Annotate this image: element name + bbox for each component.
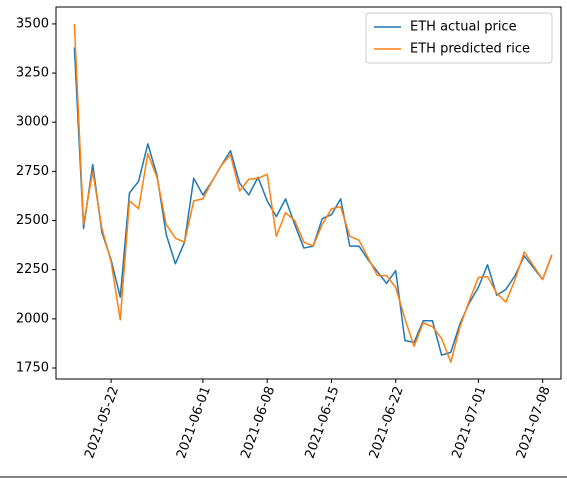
y-tick-label: 2750: [16, 164, 49, 179]
x-tick-label: 2021-05-22: [82, 384, 122, 460]
y-tick-label: 1750: [16, 360, 49, 375]
legend-label: ETH actual price: [410, 20, 517, 35]
y-tick-label: 2000: [16, 311, 49, 326]
x-tick-label: 2021-06-08: [238, 384, 278, 460]
legend-label: ETH predicted rice: [410, 42, 530, 57]
y-tick-label: 2250: [16, 262, 49, 277]
y-tick-label: 2500: [16, 213, 49, 228]
legend: ETH actual price ETH predicted rice: [365, 12, 553, 64]
x-tick-label: 2021-07-01: [449, 384, 489, 460]
plot-frame: [55, 6, 562, 380]
legend-box: [365, 12, 553, 64]
line: [73, 23, 553, 363]
y-tick-label: 3500: [16, 16, 49, 31]
x-tick-label: 2021-07-08: [514, 384, 554, 460]
line: [73, 47, 553, 356]
x-tick-label: 2021-06-15: [303, 384, 343, 460]
y-tick-label: 3250: [16, 66, 49, 81]
x-tick-label: 2021-06-01: [174, 384, 214, 460]
y-tick-label: 3000: [16, 115, 49, 130]
x-tick-label: 2021-06-22: [367, 384, 407, 460]
